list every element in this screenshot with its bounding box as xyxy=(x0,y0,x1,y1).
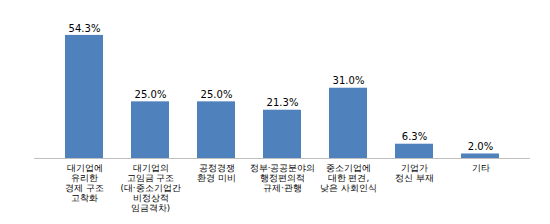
svg-text:54.3%: 54.3% xyxy=(69,23,101,34)
svg-text:25.0%: 25.0% xyxy=(201,89,233,100)
svg-text:공정경쟁환경 미비: 공정경쟁환경 미비 xyxy=(197,163,236,183)
svg-text:정부·공공분야의행정편의적규제·관행: 정부·공공분야의행정편의적규제·관행 xyxy=(250,163,316,193)
svg-text:21.3%: 21.3% xyxy=(267,97,299,108)
svg-text:기타: 기타 xyxy=(472,163,490,173)
svg-text:31.0%: 31.0% xyxy=(333,75,365,86)
svg-text:중소기업에대한 편견,낮은 사회인식: 중소기업에대한 편견,낮은 사회인식 xyxy=(320,163,377,193)
svg-text:6.3%: 6.3% xyxy=(402,131,427,142)
svg-text:기업가정신 부재: 기업가정신 부재 xyxy=(395,163,434,183)
svg-text:대기업에유리한경제 구조고착화: 대기업에유리한경제 구조고착화 xyxy=(65,163,104,202)
svg-text:대기업의고임금 구조(대·중소기업간비정상적임금격차): 대기업의고임금 구조(대·중소기업간비정상적임금격차) xyxy=(120,163,180,212)
svg-text:25.0%: 25.0% xyxy=(135,89,167,100)
svg-text:2.0%: 2.0% xyxy=(468,141,493,152)
